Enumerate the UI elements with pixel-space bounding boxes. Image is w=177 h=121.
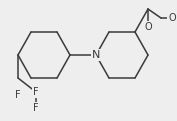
Text: F: F (33, 87, 39, 97)
Text: O: O (168, 13, 176, 23)
Text: O: O (144, 22, 152, 32)
Text: N: N (92, 50, 100, 60)
Text: F: F (33, 103, 39, 113)
Text: F: F (15, 90, 21, 100)
